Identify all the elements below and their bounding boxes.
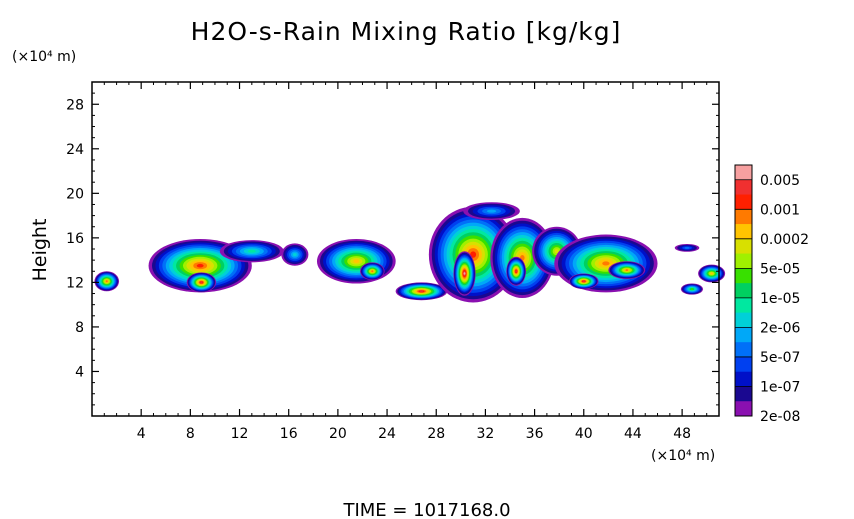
contour-band — [690, 288, 694, 291]
colorbar-label: 2e-06 — [760, 320, 800, 336]
colorbar-swatch — [735, 401, 752, 417]
colorbar-label: 5e-07 — [760, 350, 800, 366]
cloud-cell — [281, 243, 309, 266]
x-tick-label: 4 — [137, 426, 146, 442]
cloud-cell — [674, 243, 700, 252]
x-unit-label: (×10⁴ m) — [651, 448, 715, 464]
contour-band — [292, 252, 297, 257]
chart-title: H2O-s-Rain Mixing Ratio [kg/kg] — [191, 17, 622, 46]
time-footer: TIME = 1017168.0 — [342, 500, 510, 519]
colorbar-label: 1e-07 — [760, 379, 800, 395]
cloud-cell — [506, 256, 526, 286]
colorbar-swatch — [735, 327, 752, 343]
cloud-cell — [698, 264, 726, 283]
cloud-cell — [608, 261, 646, 280]
contour-band — [247, 249, 256, 253]
colorbar-swatch — [735, 209, 752, 225]
plot-area — [91, 81, 726, 417]
colorbar-swatch — [735, 371, 752, 387]
heatmap-field — [94, 202, 726, 303]
x-tick-label: 28 — [427, 426, 445, 442]
y-tick-label: 20 — [66, 186, 84, 202]
cloud-cell — [463, 202, 520, 221]
contour-band — [200, 281, 203, 284]
cloud-cell — [453, 251, 476, 296]
colorbar-label: 1e-05 — [760, 291, 800, 307]
contour-band — [353, 259, 360, 263]
colorbar: 0.005 0.001 0.0002 5e-05 1e-05 2e-06 5e-07 1e-0… — [734, 164, 809, 425]
x-tick-label: 12 — [231, 426, 249, 442]
contour-band — [371, 270, 374, 273]
x-tick-label: 20 — [329, 426, 347, 442]
colorbar-swatch — [735, 356, 752, 373]
colorbar-swatch — [735, 342, 752, 358]
colorbar-swatch — [735, 283, 752, 299]
y-tick-label: 12 — [66, 275, 84, 291]
contour-band — [582, 280, 585, 283]
x-tick-label: 24 — [378, 426, 396, 442]
cloud-cell — [680, 283, 704, 295]
contour-band — [196, 263, 204, 268]
colorbar-swatch — [735, 312, 752, 328]
colorbar-swatch — [735, 253, 752, 269]
contour-band — [684, 246, 690, 249]
x-tick-label: 40 — [575, 426, 593, 442]
contour-band — [554, 249, 559, 254]
colorbar-label: 0.001 — [760, 202, 800, 218]
y-unit-label: (×10⁴ m) — [12, 49, 76, 65]
cloud-cell — [219, 240, 284, 263]
cloud-cell — [360, 262, 385, 281]
colorbar-swatch — [735, 194, 752, 210]
contour-band — [625, 269, 629, 272]
y-tick-label: 4 — [75, 364, 84, 380]
contour-band — [419, 290, 424, 293]
colorbar-swatch — [735, 224, 752, 240]
x-tick-label: 48 — [673, 426, 691, 442]
colorbar-swatch — [735, 386, 752, 402]
colorbar-swatch — [735, 179, 752, 196]
colorbar-label: 2e-08 — [760, 409, 800, 425]
y-tick-label: 24 — [66, 142, 84, 158]
colorbar-label: 0.0002 — [760, 232, 809, 248]
contour-band — [463, 272, 466, 275]
cloud-cell — [94, 271, 120, 292]
colorbar-swatch — [735, 165, 752, 181]
colorbar-swatch — [735, 297, 752, 314]
x-tick-label: 8 — [186, 426, 195, 442]
colorbar-swatch — [735, 238, 752, 255]
contour-band — [602, 261, 610, 266]
y-axis-label: Height — [29, 219, 51, 282]
y-tick-label: 8 — [75, 320, 84, 336]
contour-band — [105, 280, 108, 283]
colorbar-label: 5e-05 — [760, 261, 800, 277]
y-tick-label: 16 — [66, 231, 84, 247]
contour-band — [515, 270, 518, 273]
contour-band — [710, 272, 713, 275]
x-tick-label: 36 — [526, 426, 544, 442]
x-tick-label: 32 — [476, 426, 494, 442]
cloud-cell — [554, 234, 658, 293]
colorbar-label: 0.005 — [760, 173, 800, 189]
cloud-cell — [186, 272, 217, 293]
colorbar-swatch — [735, 268, 752, 284]
cloud-cell — [316, 238, 396, 284]
x-tick-label: 16 — [280, 426, 298, 442]
contour-band — [470, 251, 477, 258]
contour-band — [486, 209, 497, 213]
y-tick-label: 28 — [66, 97, 84, 113]
cloud-cell — [569, 273, 599, 290]
cloud-cell — [395, 282, 448, 301]
x-tick-label: 44 — [624, 426, 642, 442]
